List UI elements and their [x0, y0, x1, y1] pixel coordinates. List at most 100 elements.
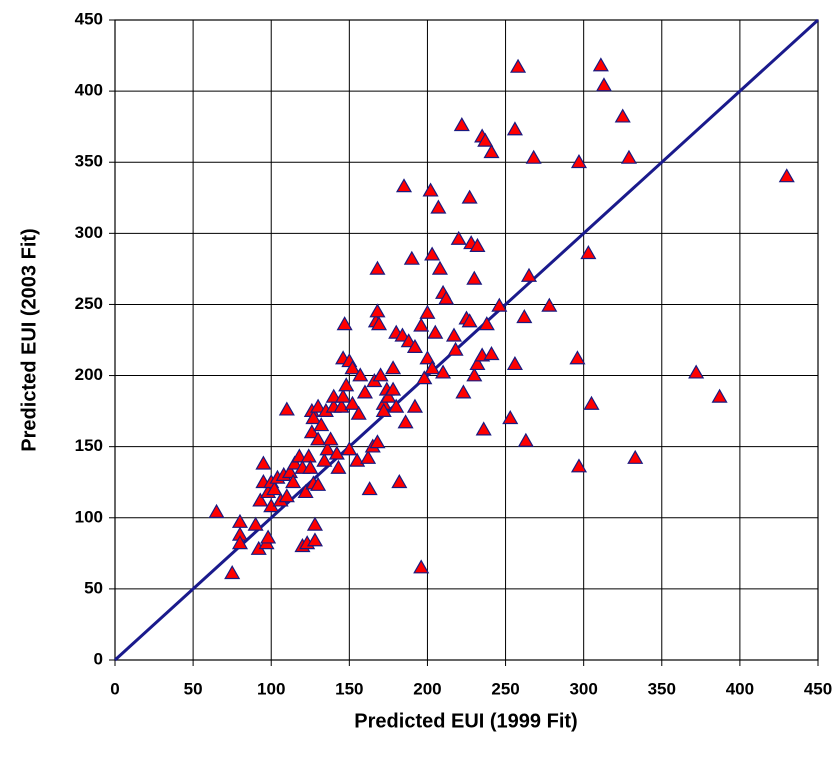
point: [510, 58, 527, 73]
point: [310, 476, 327, 491]
point: [322, 431, 339, 446]
point: [286, 455, 303, 470]
point: [478, 316, 495, 331]
point: [424, 246, 441, 261]
point: [445, 327, 463, 342]
point: [350, 405, 367, 420]
point: [278, 401, 295, 416]
point: [475, 421, 492, 436]
x-axis-title: Predicted EUI (1999 Fit): [354, 710, 577, 732]
point: [375, 402, 392, 417]
point: [688, 364, 705, 379]
point: [302, 459, 319, 474]
point: [422, 182, 439, 197]
point: [247, 516, 264, 531]
point: [427, 324, 444, 339]
point: [525, 149, 542, 164]
point: [372, 367, 389, 382]
y-tick-label: 250: [75, 294, 103, 313]
y-axis-title: Predicted EUI (2003 Fit): [18, 228, 40, 451]
y-tick-label: 100: [75, 507, 103, 526]
point: [281, 464, 299, 479]
point: [413, 317, 430, 332]
point: [266, 481, 283, 496]
point: [385, 381, 402, 396]
point: [370, 316, 388, 331]
point: [306, 516, 323, 531]
point: [455, 384, 472, 399]
point: [466, 270, 483, 285]
point: [627, 449, 644, 464]
point: [319, 441, 336, 456]
point: [502, 410, 519, 425]
point: [570, 154, 588, 169]
point: [419, 304, 436, 319]
point: [388, 398, 405, 413]
point: [506, 121, 523, 136]
point: [341, 441, 358, 456]
point: [453, 117, 470, 132]
point: [352, 367, 369, 382]
point: [335, 388, 352, 403]
point: [430, 199, 447, 214]
point: [570, 458, 588, 473]
point: [344, 395, 361, 410]
point: [369, 303, 386, 318]
point: [310, 398, 327, 413]
point: [380, 388, 397, 403]
point: [406, 338, 423, 353]
point: [541, 297, 558, 312]
point: [338, 377, 355, 392]
point: [583, 395, 600, 410]
point: [450, 230, 467, 245]
point: [255, 455, 272, 470]
y-tick-label: 200: [75, 365, 103, 384]
y-tick-label: 300: [75, 223, 103, 242]
point: [303, 424, 320, 439]
point: [435, 364, 452, 379]
point: [483, 346, 500, 361]
point: [595, 77, 613, 92]
point: [424, 360, 441, 375]
point: [413, 559, 430, 574]
point: [461, 313, 478, 328]
point: [297, 483, 314, 499]
point: [397, 414, 414, 429]
point: [416, 370, 433, 385]
point: [469, 355, 486, 371]
point: [406, 398, 423, 413]
point: [580, 245, 597, 260]
point: [385, 360, 402, 375]
point: [520, 267, 538, 282]
x-tick-label: 200: [413, 679, 441, 698]
point: [711, 388, 728, 403]
x-tick-label: 450: [804, 679, 832, 698]
x-tick-label: 50: [184, 679, 203, 698]
x-tick-label: 100: [257, 679, 285, 698]
point: [403, 250, 420, 265]
y-tick-label: 450: [75, 9, 103, 28]
y-tick-label: 400: [75, 81, 103, 100]
y-tick-label: 50: [84, 578, 103, 597]
point: [477, 132, 494, 147]
point: [306, 532, 323, 547]
point: [438, 290, 455, 305]
point: [310, 431, 327, 446]
y-tick-label: 350: [75, 152, 103, 171]
x-tick-label: 150: [335, 679, 363, 698]
point: [461, 189, 478, 204]
point: [356, 384, 373, 399]
x-tick-label: 350: [648, 679, 676, 698]
y-tick-label: 0: [94, 649, 103, 668]
x-tick-label: 250: [491, 679, 519, 698]
point: [316, 452, 333, 467]
point: [285, 474, 302, 489]
x-tick-label: 0: [110, 679, 119, 698]
point: [400, 333, 417, 348]
point: [592, 57, 609, 72]
point: [313, 417, 330, 432]
point: [516, 309, 533, 324]
point: [517, 432, 534, 447]
point: [394, 327, 411, 342]
